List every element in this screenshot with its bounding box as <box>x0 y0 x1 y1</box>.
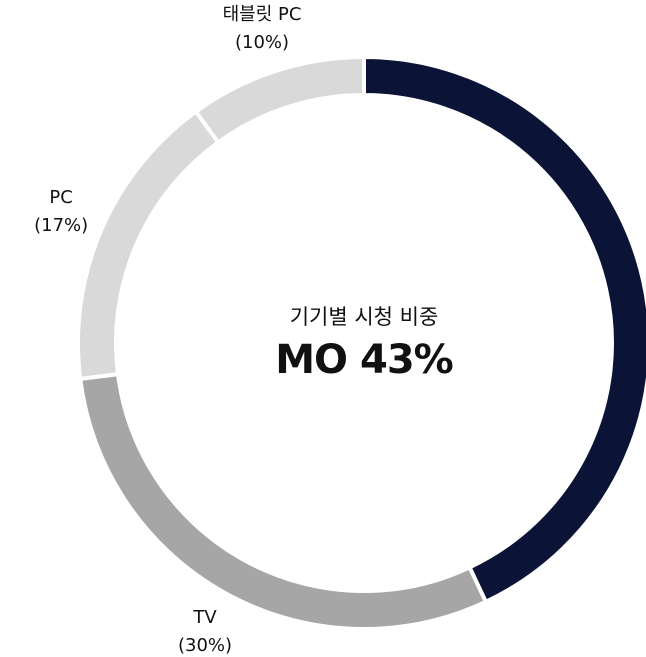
donut-segment <box>193 54 366 146</box>
center-category: MO <box>275 337 347 383</box>
center-label: MO 43% <box>275 337 453 383</box>
segment-label: TV <box>192 607 217 628</box>
segment-value-label: (10%) <box>235 32 289 53</box>
center-value: 43% <box>360 337 453 383</box>
segment-value-label: (17%) <box>34 215 88 236</box>
donut-segment <box>362 54 646 605</box>
donut-segment <box>76 108 222 382</box>
center-title: 기기별 시청 비중 <box>290 305 439 329</box>
donut-segment <box>78 371 489 631</box>
segment-label: PC <box>49 187 72 208</box>
segment-label: 태블릿 PC <box>223 4 302 25</box>
segment-value-label: (30%) <box>178 635 232 656</box>
